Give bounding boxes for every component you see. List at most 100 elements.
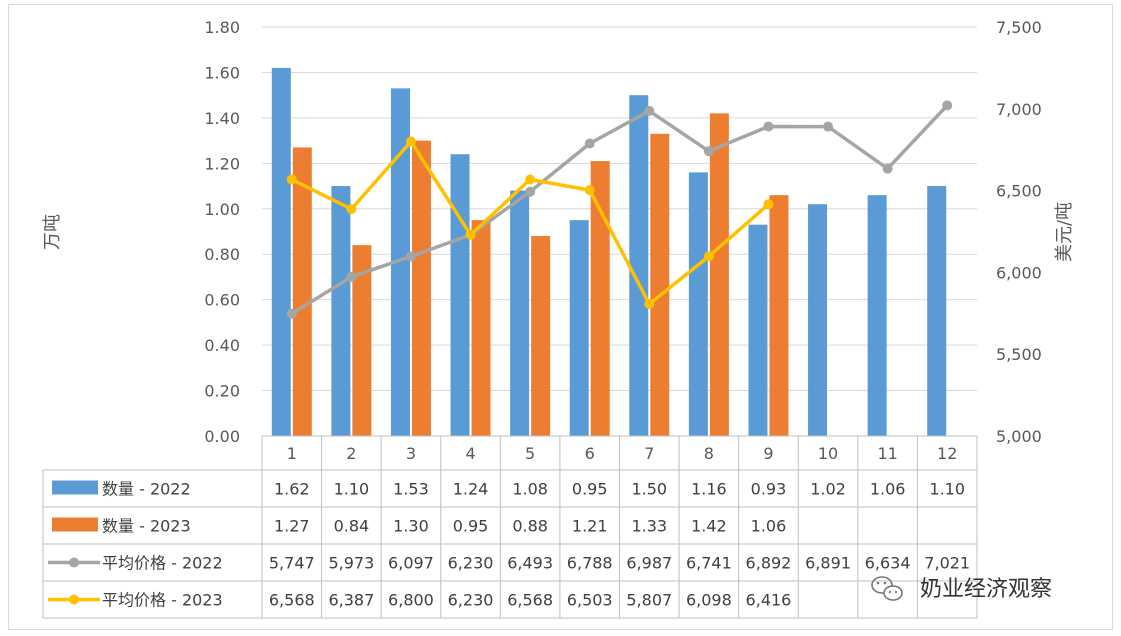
data-label: 5,807 [626,591,672,610]
legend-key-marker [69,557,79,568]
line-point [584,185,595,196]
legend-label: 数量 - 2022 [102,480,191,499]
bar [450,154,470,436]
bar [292,147,312,436]
bar [271,67,291,437]
data-label: 1.24 [453,480,489,499]
line-point [525,186,536,197]
line-point [644,298,655,309]
data-label: 6,387 [328,591,374,610]
y-axis-right-title: 美元/吨 [1054,202,1075,262]
legend-label: 数量 - 2023 [102,517,191,536]
data-label: 1.06 [870,480,906,499]
y-left-tick-label: 1.20 [204,154,240,173]
x-category-label: 6 [585,444,595,463]
watermark-text: 奶业经济观察 [920,577,1052,602]
data-label: 5,747 [269,554,315,573]
legend-label: 平均价格 - 2023 [102,591,223,610]
data-label: 1.10 [334,480,370,499]
bar [471,220,491,436]
line-point [644,105,655,116]
y-right-tick-label: 5,500 [996,345,1042,364]
data-label: 6,892 [746,554,792,573]
y-right-tick-label: 7,500 [996,18,1042,37]
axes: 0.00 0.20 0.40 0.60 0.80 1.00 1.20 1.40 1.60 1.80… [204,18,1041,446]
line-point [405,136,416,147]
legend-label: 平均价格 - 2022 [102,554,223,573]
data-label: 1.62 [274,480,310,499]
bar [390,88,410,436]
x-category-label: 11 [877,444,897,463]
line-point [763,199,774,210]
x-category-label: 12 [937,444,957,463]
y-right-tick-label: 6,500 [996,182,1042,201]
line-point [525,174,536,185]
bar [629,95,649,437]
data-label: 1.33 [631,517,667,536]
bar [352,245,372,436]
y-left-tick-label: 1.00 [204,200,240,219]
data-label: 6,493 [507,554,553,573]
data-label: 1.08 [512,480,548,499]
bar [569,220,589,436]
bar [769,195,789,436]
line-point [286,308,297,319]
y-left-tick-label: 1.40 [204,109,240,128]
line-point [763,121,774,132]
line-point [703,146,714,157]
line-point [465,229,476,240]
data-label: 6,741 [686,554,732,573]
data-label: 0.95 [572,480,608,499]
x-category-label: 10 [818,444,838,463]
line-point [405,251,416,262]
data-label: 1.16 [691,480,727,499]
bar [927,186,947,436]
data-label: 1.30 [393,517,429,536]
data-label: 6,416 [746,591,792,610]
x-category-label: 7 [644,444,654,463]
y-right-tick-label: 7,000 [996,100,1042,119]
y-right-tick-label: 5,000 [996,427,1042,446]
x-category-label: 3 [406,444,416,463]
bar [531,236,551,436]
y-axis-left-title: 万吨 [42,214,63,250]
y-left-tick-label: 1.60 [204,63,240,82]
y-left-tick-label: 0.20 [204,382,240,401]
line-point [703,251,714,262]
line-point [584,138,595,149]
data-label: 6,568 [269,591,315,610]
line-point [286,174,297,185]
data-label: 1.06 [751,517,787,536]
y-left-tick-label: 0.40 [204,336,240,355]
wechat-icon [871,576,903,601]
x-category-label: 9 [763,444,773,463]
data-label: 1.27 [274,517,310,536]
y-left-tick-label: 0.80 [204,245,240,264]
x-category-label: 2 [346,444,356,463]
bar [688,172,708,436]
series-line [290,104,949,316]
x-category-label: 4 [465,444,475,463]
data-label: 1.21 [572,517,608,536]
data-label: 6,098 [686,591,732,610]
data-label: 0.88 [512,517,548,536]
x-category-label: 8 [704,444,714,463]
bar [650,133,670,437]
x-category-label: 1 [287,444,297,463]
watermark: 奶业经济观察 [871,576,1052,602]
data-label: 6,987 [626,554,672,573]
data-label: 0.93 [751,480,787,499]
y-left-tick-label: 0.00 [204,427,240,446]
line-point [823,121,834,132]
data-label: 1.50 [631,480,667,499]
data-label: 1.10 [929,480,965,499]
data-label: 0.95 [453,517,489,536]
data-label: 1.02 [810,480,846,499]
bar [867,195,887,436]
data-label: 6,788 [567,554,613,573]
data-label: 6,634 [865,554,911,573]
line-point [882,163,893,174]
data-label: 6,800 [388,591,434,610]
legend-key-bar [52,480,98,495]
